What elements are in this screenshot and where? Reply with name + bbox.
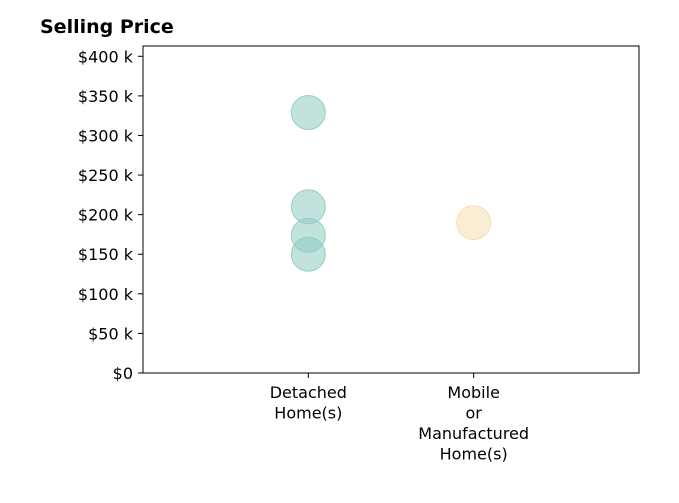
x-tick-label: or xyxy=(465,404,482,423)
data-points xyxy=(290,95,492,272)
plot-frame xyxy=(142,45,640,374)
data-point xyxy=(290,95,326,131)
y-tick-label: $200 k xyxy=(78,206,134,225)
y-tick-label: $0 xyxy=(113,364,133,383)
data-point xyxy=(456,205,492,241)
y-tick-label: $100 k xyxy=(78,285,134,304)
x-tick-label: Manufactured xyxy=(418,424,529,443)
x-tick-label: Mobile xyxy=(447,383,499,402)
data-point xyxy=(290,236,326,272)
y-tick-label: $150 k xyxy=(78,245,134,264)
x-tick-label: Home(s) xyxy=(440,445,508,464)
y-tick-label: $350 k xyxy=(78,87,134,106)
y-tick-label: $50 k xyxy=(88,324,134,343)
chart-title: Selling Price xyxy=(40,16,174,38)
y-tick-label: $400 k xyxy=(78,47,134,66)
y-axis: $0 $50 k $100 k $150 k $200 k $250 k $300 k $35… xyxy=(78,47,143,383)
y-tick-label: $250 k xyxy=(78,166,134,185)
y-tick-label: $300 k xyxy=(78,126,134,145)
x-tick-label: Home(s) xyxy=(274,404,342,423)
x-tick-label: Detached xyxy=(270,383,347,402)
